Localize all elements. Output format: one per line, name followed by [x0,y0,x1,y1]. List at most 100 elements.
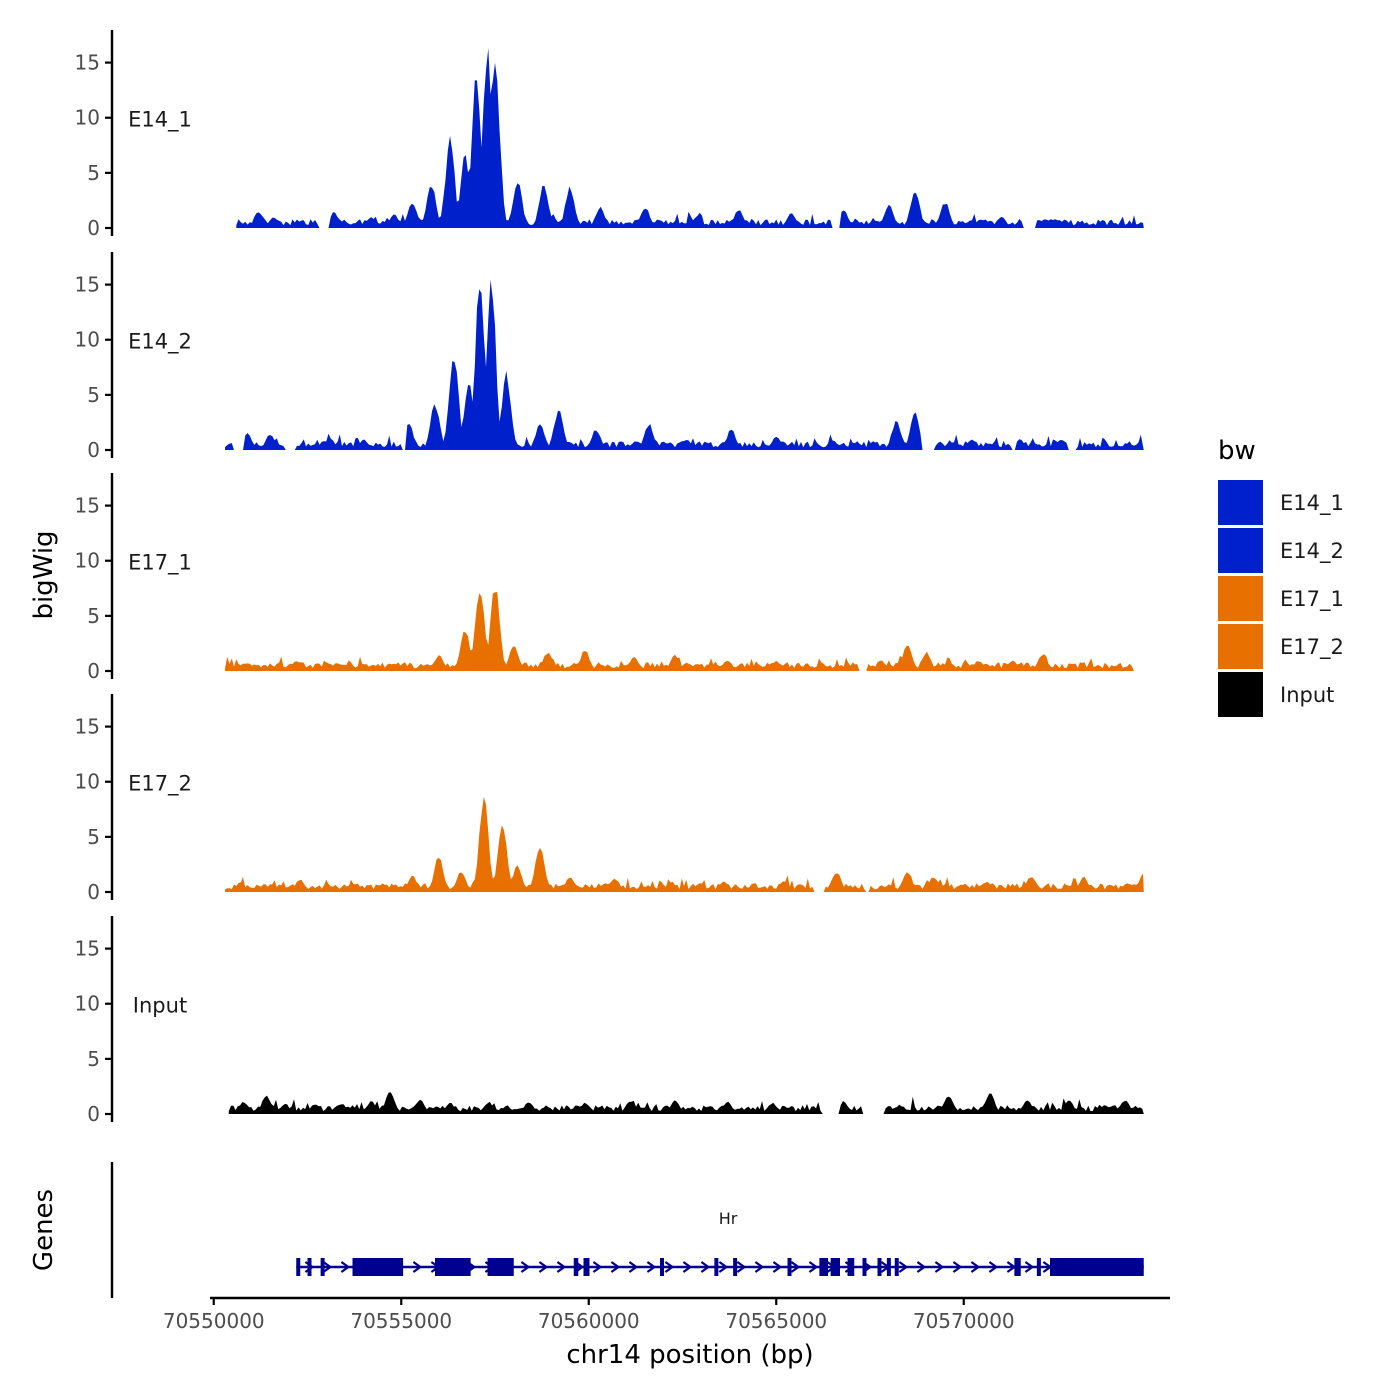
y-tick-label: 10 [75,106,100,130]
track-e14-2: 0 5 10 15 E14_2 [75,252,1144,462]
coverage-area [228,1092,1144,1114]
strand-arrow [1024,1261,1035,1273]
legend-items: E14_1 E14_2 E17_1 E17_2 Input [1218,480,1344,717]
legend-item: Input [1218,672,1334,717]
strand-arrow [664,1261,675,1273]
legend-item: E17_2 [1218,624,1344,669]
strand-arrow [520,1261,531,1273]
gene-exon [733,1258,738,1276]
y-tick-label: 5 [87,161,100,185]
gene-exon [787,1258,792,1276]
coverage-area [236,48,1144,228]
strand-arrow [898,1261,909,1273]
y-tick-label: 10 [75,992,100,1016]
track-e14-1: 0 5 10 15 E14_1 [75,30,1144,240]
gene-exon [320,1258,325,1276]
legend-swatch [1218,528,1263,573]
x-tick-label: 70555000 [350,1309,452,1333]
gene-exon [296,1258,301,1276]
strand-arrow [736,1261,747,1273]
legend-swatch [1218,672,1263,717]
legend-label: E17_2 [1280,635,1344,660]
track-e17-2: 0 5 10 15 E17_2 [75,694,1144,904]
strand-arrow [754,1261,765,1273]
gene-exon [862,1258,867,1276]
strand-arrow [322,1261,333,1273]
legend-item: E14_1 [1218,480,1344,525]
x-tick-label: 70560000 [538,1309,640,1333]
strand-arrow [790,1261,801,1273]
y-tick-label: 0 [87,1102,100,1126]
x-axis-ticks: 70550000 70555000 70560000 70565000 70570000 [163,1298,1015,1333]
legend-item: E17_1 [1218,576,1344,621]
strand-arrow [628,1261,639,1273]
strand-arrow [934,1261,945,1273]
y-tick-label: 0 [87,438,100,462]
strand-arrow [556,1261,567,1273]
track-input: 0 5 10 15 Input [75,916,1144,1126]
strand-arrow [592,1261,603,1273]
strand-arrow [970,1261,981,1273]
tracks-layer: 0 5 10 15 E14_1 0 5 10 15 E14_2 0 5 10 15 E17_1 0 5 10 15 E… [75,30,1144,1126]
strand-arrow [610,1261,621,1273]
y-tick-label: 0 [87,880,100,904]
gene-exon [307,1258,312,1276]
strand-arrow [718,1261,729,1273]
gene-exon [435,1258,471,1276]
legend: bw E14_1 E14_2 E17_1 E17_2 Input [1218,436,1344,717]
gene-exon [1036,1258,1041,1276]
gene-exon [886,1258,891,1276]
x-tick-label: 70570000 [913,1309,1015,1333]
strand-arrow [772,1261,783,1273]
gene-exon [830,1258,840,1276]
strand-arrow [916,1261,927,1273]
gene-exon [573,1258,579,1276]
legend-label: E14_2 [1280,539,1344,564]
legend-title: bw [1218,436,1256,466]
track-e17-1: 0 5 10 15 E17_1 [75,473,1144,683]
gene-exon [877,1258,882,1276]
y-tick-label: 5 [87,825,100,849]
track-label: E17_1 [128,551,192,576]
legend-label: E17_1 [1280,587,1344,612]
track-label: E14_2 [128,330,192,355]
track-label: Input [133,994,187,1018]
y-tick-label: 15 [75,273,100,297]
strand-arrow [538,1261,549,1273]
strand-arrow [340,1261,351,1273]
y-tick-label: 10 [75,549,100,573]
gene-model [296,1258,1144,1276]
y-tick-label: 15 [75,715,100,739]
gene-exon [714,1258,719,1276]
strand-arrow [952,1261,963,1273]
strand-arrow [988,1261,999,1273]
y-tick-label: 5 [87,383,100,407]
legend-swatch [1218,624,1263,669]
legend-swatch [1218,576,1263,621]
track-label: E14_1 [128,108,192,133]
genes-panel: Genes Hr [29,1162,1144,1298]
coverage-area [225,796,1144,892]
legend-label: E14_1 [1280,491,1344,516]
track-label: E17_2 [128,772,192,797]
y-tick-label: 10 [75,770,100,794]
legend-label: Input [1280,683,1334,707]
gene-exon [1050,1258,1144,1276]
genes-axis-title: Genes [29,1189,59,1271]
coverage-area [225,279,1144,450]
gene-exon [894,1258,899,1276]
strand-arrow [808,1261,819,1273]
gene-exon [1014,1258,1021,1276]
coverage-area [225,592,1144,671]
y-tick-label: 15 [75,494,100,518]
y-tick-label: 15 [75,937,100,961]
gene-exon [660,1258,664,1276]
x-tick-label: 70550000 [163,1309,265,1333]
gene-exon [819,1258,828,1276]
strand-arrow [682,1261,693,1273]
strand-arrow [700,1261,711,1273]
gene-label: Hr [719,1209,738,1228]
legend-swatch [1218,480,1263,525]
y-axis-title: bigWig [29,530,59,619]
